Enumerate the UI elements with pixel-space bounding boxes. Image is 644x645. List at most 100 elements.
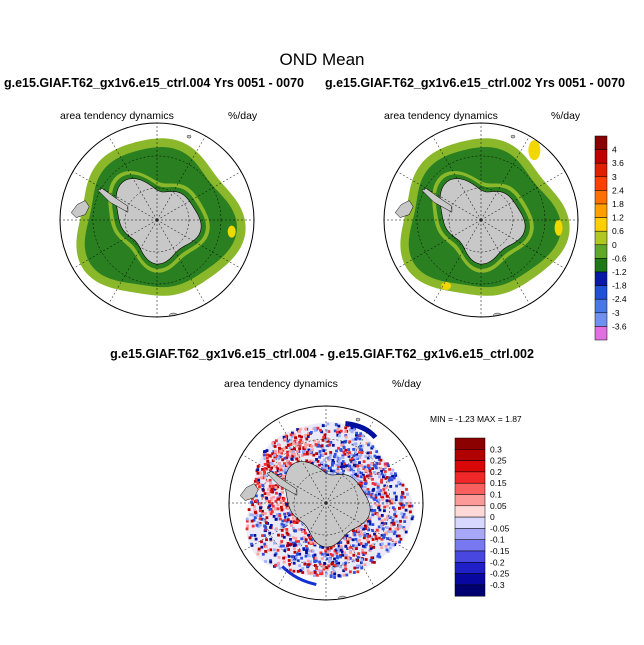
diff-cell: [263, 524, 267, 528]
diff-cell: [410, 517, 414, 521]
diff-cell: [362, 527, 365, 531]
diff-cell: [267, 488, 270, 491]
diff-cell: [257, 477, 261, 480]
diff-cell: [371, 509, 375, 513]
diff-cell: [359, 484, 362, 487]
diff-cell: [359, 475, 363, 479]
diff-cell: [322, 565, 326, 569]
diff-cell: [375, 503, 379, 507]
diff-cell: [256, 552, 260, 556]
diff-cell: [323, 433, 327, 437]
diff-cell: [260, 517, 264, 521]
diff-cell: [356, 474, 359, 478]
diff-cell: [356, 559, 360, 562]
colorbar-box: [594, 244, 608, 259]
diff-cell: [271, 459, 275, 463]
diff-cell: [306, 452, 309, 456]
diff-cell: [268, 454, 272, 458]
diff-cell: [366, 538, 369, 542]
diff-cell: [360, 533, 364, 536]
diff-cell: [280, 508, 284, 512]
diff-cell: [324, 549, 328, 553]
diff-cell: [321, 424, 325, 427]
diff-cell: [333, 455, 336, 459]
diff-cell: [341, 456, 345, 459]
page-title: OND Mean: [279, 50, 365, 69]
diff-cell: [335, 548, 338, 552]
diff-cell: [297, 528, 301, 531]
diff-cell: [325, 466, 329, 470]
diff-cell: [394, 473, 398, 477]
diff-cell: [340, 467, 344, 471]
diff-cell: [384, 531, 387, 535]
diff-cell: [366, 456, 370, 460]
colorbar-box: [454, 573, 486, 586]
diff-cell: [315, 458, 318, 461]
diff-cell: [357, 528, 360, 532]
diff-cell: [329, 453, 333, 457]
colorbar-tick-label: -0.6: [612, 253, 627, 263]
diff-cell: [255, 523, 259, 527]
antarctic-peninsula: [421, 187, 453, 213]
diff-cell: [284, 523, 288, 526]
diff-cell: [255, 499, 258, 502]
diff-cell: [324, 452, 328, 456]
diff-cell: [342, 562, 345, 566]
diff-cell: [299, 528, 303, 531]
diff-cell: [331, 571, 335, 575]
diff-cell: [344, 545, 348, 548]
diff-cell: [299, 438, 303, 442]
diff-cell: [386, 537, 389, 540]
diff-cell: [281, 519, 285, 523]
diff-cell: [277, 533, 280, 537]
diff-cell: [344, 430, 347, 434]
meridian-line: [156, 219, 242, 269]
diff-cell: [261, 484, 265, 487]
diff-cell: [373, 471, 376, 474]
meridian-line: [325, 418, 375, 504]
diff-cell: [402, 504, 406, 507]
diff-cell: [273, 464, 277, 468]
diff-cell: [300, 454, 304, 457]
meridian-line: [108, 135, 158, 221]
diff-cell: [314, 556, 318, 560]
diff-cell: [269, 512, 273, 516]
diff-cell: [404, 516, 408, 519]
diff-cell: [254, 516, 257, 520]
diff-cell: [391, 506, 395, 510]
diff-cell: [399, 502, 403, 506]
meridian-line: [396, 219, 482, 269]
diff-cell: [333, 572, 337, 576]
diff-cell: [272, 444, 276, 447]
diff-cell: [310, 431, 313, 434]
diff-cell: [391, 543, 395, 547]
diff-cell: [351, 438, 355, 442]
diff-cell: [331, 461, 335, 465]
map-border: [383, 122, 579, 318]
diff-cell: [342, 450, 346, 454]
meridian-line: [241, 454, 327, 504]
diff-cell: [304, 435, 308, 439]
diff-cell: [263, 512, 267, 515]
diff-cell: [313, 543, 317, 547]
diff-cell: [339, 555, 342, 559]
diff-cell: [322, 567, 326, 571]
colorbar-box: [594, 135, 608, 150]
diff-cell: [301, 571, 305, 574]
diff-cell: [366, 451, 370, 455]
diff-cell: [362, 475, 366, 479]
diff-cell: [337, 446, 340, 450]
diff-cell: [256, 468, 260, 471]
diff-cell: [370, 495, 373, 499]
diff-cell: [293, 547, 296, 551]
diff-cell: [403, 520, 407, 523]
diff-cell: [307, 554, 311, 558]
diff-cell: [388, 546, 392, 550]
diff-cell: [316, 426, 320, 430]
diff-edge-band: [281, 565, 317, 586]
diff-cell: [280, 505, 283, 509]
diff-cell: [400, 512, 404, 516]
left-variable-label: area tendency dynamics: [60, 110, 174, 122]
diff-cell: [359, 526, 363, 529]
diff-cell: [266, 461, 270, 465]
